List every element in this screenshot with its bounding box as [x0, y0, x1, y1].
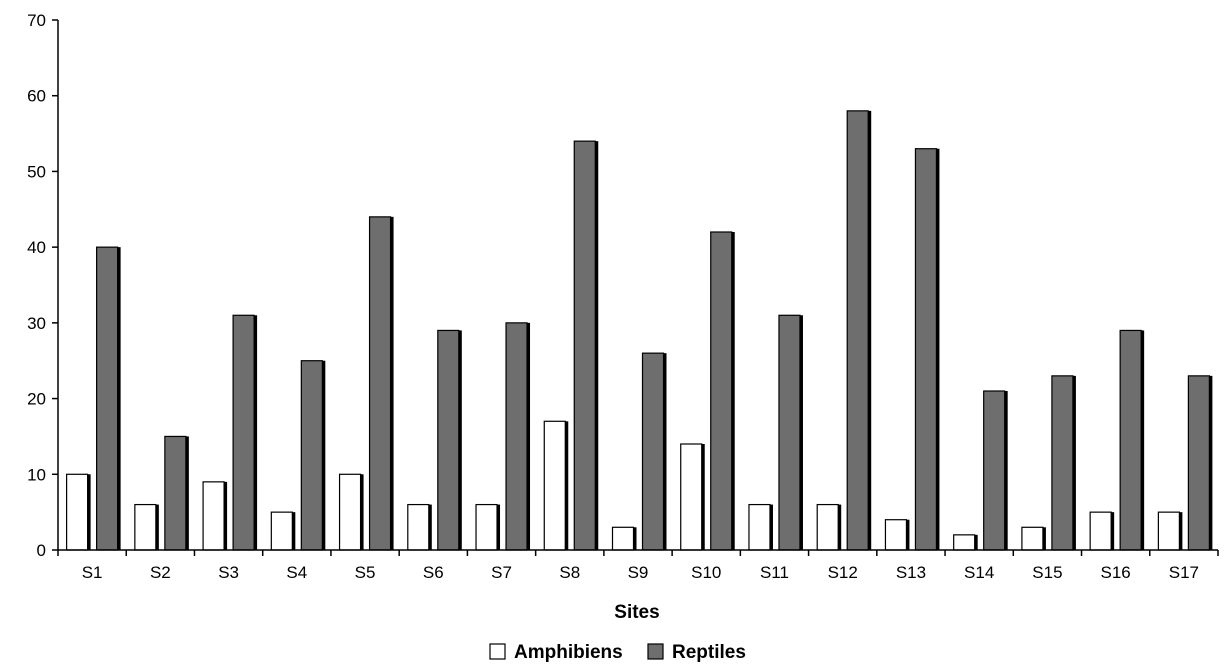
bar-reptiles — [437, 329, 460, 551]
x-tick-label: S17 — [1169, 563, 1199, 582]
bar-reptiles — [96, 246, 119, 551]
bar-reptiles — [1051, 375, 1074, 551]
y-tick-label: 30 — [27, 314, 46, 333]
bar-amphibiens — [202, 481, 225, 551]
bar-amphibiens — [66, 473, 89, 551]
bar-amphibiens — [816, 503, 839, 551]
x-tick-label: S11 — [760, 563, 789, 582]
legend-swatch — [489, 643, 506, 660]
y-tick-label: 70 — [27, 11, 46, 30]
bar-reptiles — [164, 435, 187, 551]
bar-reptiles — [846, 110, 869, 551]
bar-amphibiens — [407, 503, 430, 551]
bar-amphibiens — [1021, 526, 1044, 551]
x-tick-label: S6 — [423, 563, 444, 582]
x-tick-label: S7 — [491, 563, 512, 582]
y-tick-label: 50 — [27, 162, 46, 181]
x-axis-title: Sites — [614, 602, 659, 623]
plot-area — [66, 110, 1213, 551]
x-tick-label: S16 — [1101, 563, 1131, 582]
bar-reptiles — [300, 360, 323, 551]
bar-amphibiens — [1157, 511, 1180, 551]
bar-reptiles — [1119, 329, 1142, 551]
bar-amphibiens — [134, 503, 157, 551]
bar-amphibiens — [953, 534, 976, 551]
x-tick-label: S15 — [1032, 563, 1062, 582]
x-tick-label: S9 — [628, 563, 649, 582]
bar-reptiles — [983, 390, 1006, 551]
bar-amphibiens — [611, 526, 635, 551]
y-tick-label: 20 — [27, 390, 46, 409]
legend-label: Reptiles — [672, 642, 746, 663]
bar-amphibiens — [748, 503, 771, 551]
x-tick-label: S4 — [286, 563, 307, 582]
y-tick-label: 10 — [27, 465, 46, 484]
x-tick-label: S1 — [82, 563, 103, 582]
bar-reptiles — [368, 216, 392, 551]
x-tick-label: S3 — [218, 563, 239, 582]
bar-amphibiens — [475, 503, 498, 551]
x-tick-label: S10 — [691, 563, 721, 582]
bar-amphibiens — [680, 443, 703, 551]
y-tick-label: 60 — [27, 87, 46, 106]
legend-label: Amphibiens — [514, 642, 623, 663]
bar-reptiles — [710, 231, 733, 551]
bar-reptiles — [573, 140, 596, 551]
bar-amphibiens — [543, 420, 566, 551]
legend: Amphibiens Reptiles — [489, 642, 746, 663]
x-axis: S1 S2 S3 S4 S5 S6 S7 S8 S9 S10 S11 S12 S13 S14 S15 S16 S… — [57, 549, 1219, 582]
bar-amphibiens — [1089, 511, 1112, 551]
y-axis: 0 10 20 30 40 50 60 70 — [27, 11, 59, 560]
x-tick-label: S12 — [828, 563, 858, 582]
x-tick-label: S14 — [964, 563, 994, 582]
bar-reptiles — [778, 314, 801, 551]
bar-reptiles — [505, 322, 528, 551]
x-tick-label: S5 — [355, 563, 376, 582]
bar-reptiles — [641, 352, 665, 551]
bar-amphibiens — [884, 519, 908, 551]
y-tick-label: 40 — [27, 238, 46, 257]
bar-reptiles — [232, 314, 255, 551]
bar-reptiles — [1187, 375, 1210, 551]
bar-reptiles — [914, 148, 938, 551]
bar-amphibiens — [338, 473, 362, 551]
legend-swatch — [647, 643, 664, 660]
x-tick-label: S2 — [150, 563, 171, 582]
bar-amphibiens — [270, 511, 293, 551]
x-tick-label: S13 — [896, 563, 926, 582]
x-tick-label: S8 — [559, 563, 580, 582]
y-tick-label: 0 — [37, 541, 46, 560]
